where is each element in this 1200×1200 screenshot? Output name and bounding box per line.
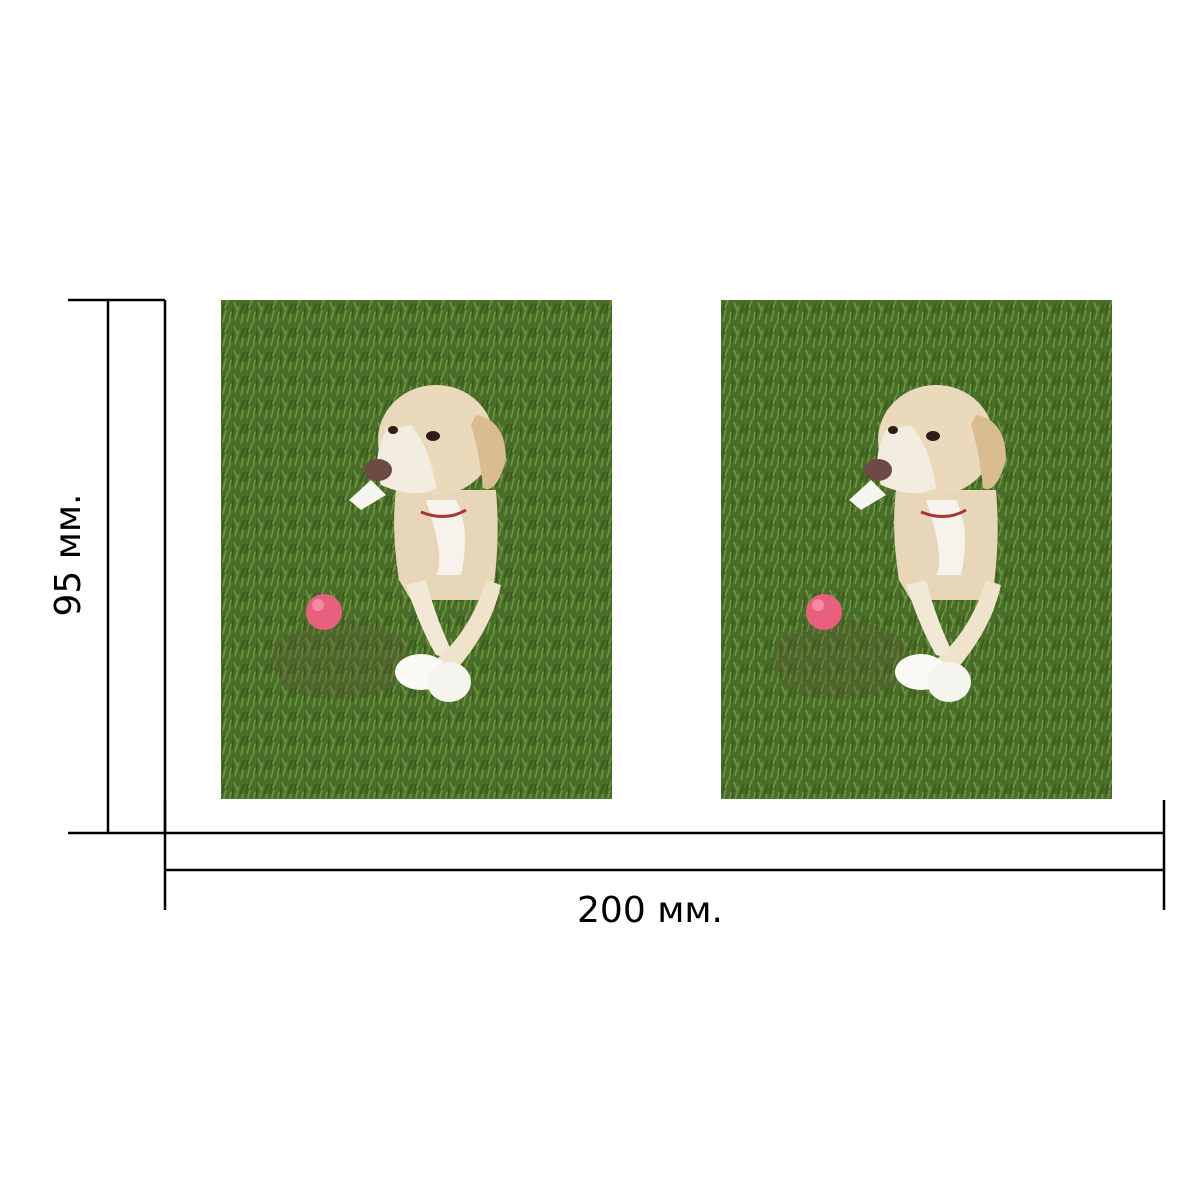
product-photo	[219, 298, 614, 801]
height-label: 95 мм.	[48, 493, 89, 616]
width-label: 200 мм.	[577, 890, 723, 931]
product-photo	[719, 298, 1114, 801]
